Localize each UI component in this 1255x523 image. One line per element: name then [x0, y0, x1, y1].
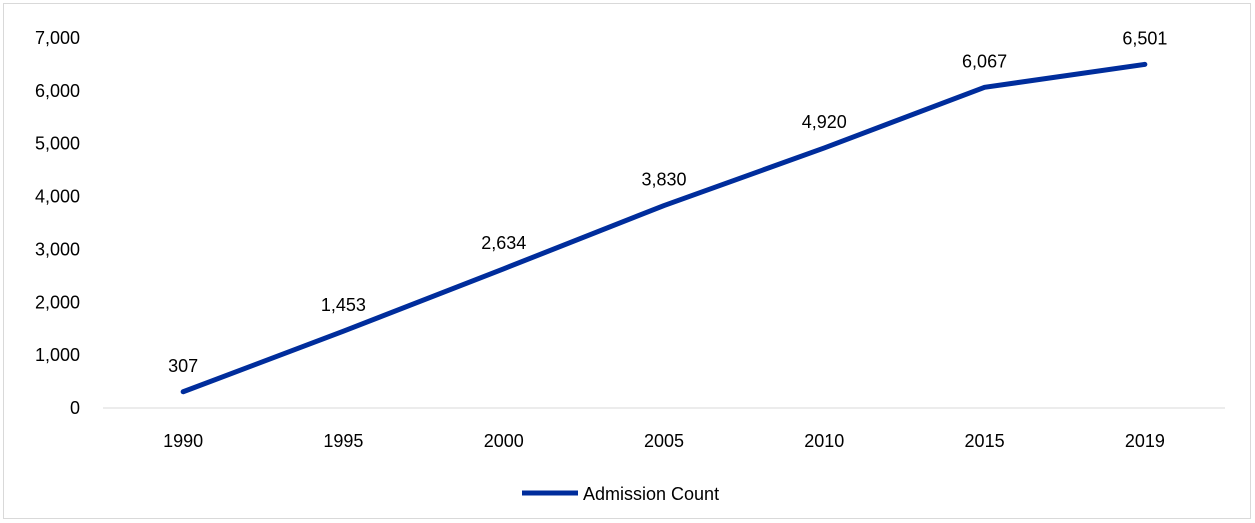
data-point — [342, 330, 344, 332]
series-line-admission-count — [180, 61, 1148, 395]
x-tick-label: 2019 — [1125, 431, 1165, 451]
data-label: 3,830 — [641, 170, 686, 190]
data-point — [663, 205, 665, 207]
data-point — [182, 391, 184, 393]
chart-frame — [3, 3, 1251, 519]
legend-label-admission-count: Admission Count — [583, 484, 719, 504]
legend: Admission Count — [522, 484, 719, 504]
y-tick-label: 4,000 — [35, 187, 80, 207]
data-label: 1,453 — [321, 295, 366, 315]
x-tick-label: 2000 — [484, 431, 524, 451]
data-point — [503, 268, 505, 270]
y-axis-ticks: 0 1,000 2,000 3,000 4,000 5,000 6,000 7,000 — [35, 28, 80, 418]
data-label: 6,067 — [962, 51, 1007, 71]
y-tick-label: 6,000 — [35, 81, 80, 101]
y-tick-label: 0 — [70, 398, 80, 418]
x-tick-label: 1990 — [163, 431, 203, 451]
y-tick-label: 3,000 — [35, 239, 80, 259]
data-point — [1144, 63, 1146, 65]
data-label: 307 — [168, 356, 198, 376]
data-labels: 307 1,453 2,634 3,830 4,920 6,067 6,501 — [168, 28, 1167, 375]
data-label: 6,501 — [1122, 28, 1167, 48]
data-point — [984, 86, 986, 88]
series-group — [180, 61, 1148, 395]
data-point — [823, 147, 825, 149]
x-tick-label: 1995 — [323, 431, 363, 451]
x-tick-label: 2005 — [644, 431, 684, 451]
data-label: 4,920 — [802, 112, 847, 132]
y-tick-label: 1,000 — [35, 345, 80, 365]
x-axis-ticks: 1990 1995 2000 2005 2010 2015 2019 — [163, 431, 1165, 451]
y-tick-label: 5,000 — [35, 134, 80, 154]
x-tick-label: 2010 — [804, 431, 844, 451]
data-label: 2,634 — [481, 233, 526, 253]
y-tick-label: 2,000 — [35, 292, 80, 312]
y-tick-label: 7,000 — [35, 28, 80, 48]
x-tick-label: 2015 — [965, 431, 1005, 451]
